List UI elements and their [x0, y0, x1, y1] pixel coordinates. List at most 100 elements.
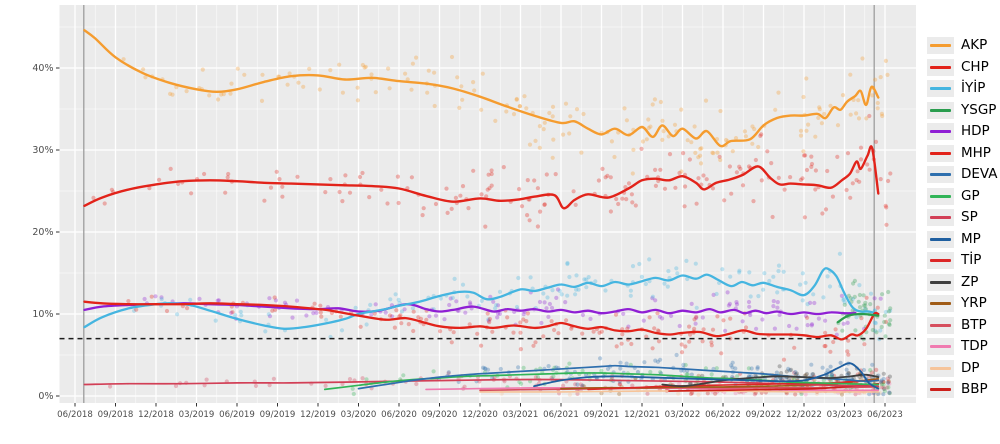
x-tick-label: 09/2022	[746, 410, 782, 420]
legend-key-deva	[927, 166, 954, 184]
y-tick-label: 40%	[32, 63, 53, 74]
x-tick-label: 06/2019	[219, 410, 255, 420]
legend-key-bbp	[927, 381, 954, 399]
x-tick-label: 03/2023	[827, 410, 863, 420]
legend-key-line-sp	[930, 216, 951, 220]
legend-key-sp	[927, 209, 954, 227]
trend-line-mp	[533, 362, 880, 390]
legend-item-ysgp: YSGP	[927, 100, 998, 122]
y-tick-label: 20%	[32, 227, 53, 238]
x-tick-label: 06/2020	[381, 410, 417, 420]
legend-item-bbp: BBP	[927, 379, 998, 401]
legend-key-line-yrp	[930, 302, 951, 306]
legend-label-deva: DEVA	[961, 166, 998, 182]
scatter-akp	[121, 54, 890, 176]
legend-label-tip: TİP	[961, 252, 982, 268]
x-tick-label: 09/2018	[98, 410, 134, 420]
legend-key-line-dp	[930, 366, 951, 370]
legend-item-yrp: YRP	[927, 293, 998, 315]
legend-key-akp	[927, 37, 954, 55]
legend-key-line-chp	[930, 65, 951, 69]
legend-key-line-iyip	[930, 87, 951, 91]
legend-label-yrp: YRP	[961, 295, 987, 311]
legend-key-mhp	[927, 144, 954, 162]
trend-line-chp	[83, 145, 880, 210]
x-tick-label: 12/2021	[624, 410, 660, 420]
scatter-iyip	[132, 251, 893, 342]
trend-line-ysgp	[836, 312, 880, 324]
legend-key-line-hdp	[930, 130, 951, 134]
legend-key-ysgp	[927, 101, 954, 119]
legend-key-line-tdp	[930, 345, 951, 349]
legend-item-deva: DEVA	[927, 164, 998, 186]
legend-key-line-gp	[930, 194, 951, 198]
legend-item-tdp: TDP	[927, 336, 998, 358]
legend-label-tdp: TDP	[961, 338, 988, 354]
x-tick-label: 12/2022	[786, 410, 822, 420]
legend-label-iyip: İYİP	[961, 80, 986, 96]
legend: AKP CHP İYİP YSGP HDP MHP DEVA GP SP MP TİP ZP YRP BT…	[927, 35, 998, 401]
legend-key-line-bbp	[930, 388, 951, 392]
legend-label-btp: BTP	[961, 316, 987, 333]
legend-key-line-zp	[930, 280, 951, 284]
legend-item-tip: TİP	[927, 250, 998, 272]
legend-label-bbp: BBP	[961, 381, 988, 397]
legend-key-chp	[927, 58, 954, 76]
legend-label-zp: ZP	[961, 273, 979, 290]
x-tick-label: 06/2021	[543, 410, 579, 420]
legend-item-mhp: MHP	[927, 143, 998, 165]
legend-item-iyip: İYİP	[927, 78, 998, 100]
legend-key-btp	[927, 316, 954, 334]
legend-item-gp: GP	[927, 186, 998, 208]
x-tick-label: 06/2023	[867, 410, 903, 420]
x-tick-label: 12/2020	[462, 410, 498, 420]
plot-panel	[59, 5, 916, 403]
y-tick-label: 10%	[32, 309, 53, 320]
legend-label-hdp: HDP	[961, 123, 990, 139]
trend-line-tip	[587, 379, 880, 391]
trend-line-akp	[83, 29, 880, 148]
x-tick-label: 12/2019	[300, 410, 336, 420]
legend-key-tdp	[927, 338, 954, 356]
y-tick-label: 30%	[32, 145, 53, 156]
x-tick-label: 03/2022	[665, 410, 701, 420]
legend-label-ysgp: YSGP	[961, 101, 997, 118]
legend-key-hdp	[927, 123, 954, 141]
legend-key-gp	[927, 187, 954, 205]
x-tick-label: 03/2020	[341, 410, 377, 420]
x-tick-label: 12/2018	[138, 410, 174, 420]
legend-item-btp: BTP	[927, 315, 998, 337]
legend-key-yrp	[927, 295, 954, 313]
legend-key-line-btp	[930, 323, 951, 327]
trend-lines	[83, 29, 880, 393]
y-axis: 0% 10% 20% 30% 40%	[32, 63, 60, 402]
legend-label-dp: DP	[961, 359, 980, 376]
trend-line-hdp	[83, 302, 857, 316]
legend-item-zp: ZP	[927, 272, 998, 294]
legend-item-sp: SP	[927, 207, 998, 229]
legend-item-mp: MP	[927, 229, 998, 251]
legend-item-hdp: HDP	[927, 121, 998, 143]
y-tick-label: 0%	[38, 391, 53, 402]
legend-item-chp: CHP	[927, 57, 998, 79]
legend-key-zp	[927, 273, 954, 291]
legend-key-line-akp	[930, 44, 951, 48]
trend-line-sp	[83, 378, 880, 388]
legend-label-mhp: MHP	[961, 144, 991, 161]
x-tick-label: 09/2020	[422, 410, 458, 420]
legend-label-gp: GP	[961, 187, 980, 204]
legend-key-line-ysgp	[930, 108, 951, 112]
x-tick-label: 09/2021	[584, 410, 620, 420]
legend-key-line-mhp	[930, 151, 951, 155]
trend-line-zp	[661, 373, 880, 388]
legend-key-line-tip	[930, 259, 951, 263]
legend-label-chp: CHP	[961, 58, 989, 75]
x-tick-label: 03/2019	[179, 410, 215, 420]
legend-key-tip	[927, 252, 954, 270]
x-axis: 06/2018 09/2018 12/2018 03/2019 06/2019 09/20…	[57, 403, 903, 420]
x-tick-label: 09/2019	[260, 410, 296, 420]
x-tick-label: 06/2022	[705, 410, 741, 420]
legend-key-dp	[927, 359, 954, 377]
